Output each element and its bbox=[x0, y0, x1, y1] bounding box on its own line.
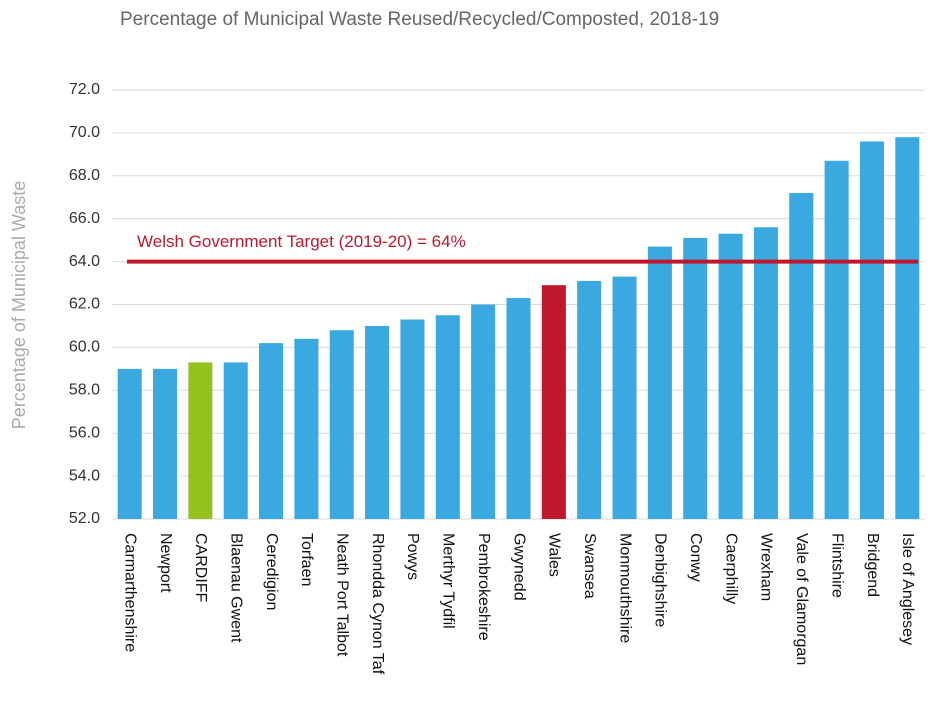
bar bbox=[188, 362, 213, 519]
y-tick-label: 72.0 bbox=[69, 81, 100, 98]
bar bbox=[683, 238, 708, 519]
target-label: Welsh Government Target (2019-20) = 64% bbox=[137, 232, 466, 251]
y-axis-label: Percentage of Municipal Waste bbox=[9, 181, 29, 429]
x-tick-label: Ceredigion bbox=[263, 533, 280, 610]
x-tick-label: Carmarthenshire bbox=[121, 533, 138, 652]
bar bbox=[506, 298, 531, 519]
y-tick-label: 62.0 bbox=[69, 296, 100, 313]
chart-title: Percentage of Municipal Waste Reused/Rec… bbox=[120, 9, 719, 30]
y-tick-label: 70.0 bbox=[69, 124, 100, 141]
x-tick-label: Torfaen bbox=[298, 533, 315, 586]
bar bbox=[117, 368, 142, 519]
x-tick-label: CARDIFF bbox=[192, 533, 209, 603]
bar bbox=[824, 160, 849, 519]
y-tick-label: 58.0 bbox=[69, 382, 100, 399]
y-tick-label: 64.0 bbox=[69, 253, 100, 270]
y-tick-label: 60.0 bbox=[69, 339, 100, 356]
x-tick-label: Pembrokeshire bbox=[475, 533, 492, 641]
y-tick-label: 68.0 bbox=[69, 167, 100, 184]
bar bbox=[435, 315, 460, 519]
y-tick-label: 56.0 bbox=[69, 424, 100, 441]
x-tick-label: Isle of Anglesey bbox=[899, 533, 916, 645]
y-tick-label: 52.0 bbox=[69, 510, 100, 527]
bar bbox=[294, 338, 319, 519]
bar bbox=[223, 362, 248, 519]
bar bbox=[541, 285, 566, 519]
bar bbox=[153, 368, 178, 519]
bar bbox=[647, 246, 672, 519]
x-tick-label: Neath Port Talbot bbox=[334, 533, 351, 657]
y-tick-label: 66.0 bbox=[69, 210, 100, 227]
x-tick-label: Blaenau Gwent bbox=[227, 533, 244, 643]
x-tick-label: Caerphilly bbox=[722, 533, 739, 604]
bar bbox=[859, 141, 884, 520]
bar bbox=[612, 276, 637, 519]
x-tick-label: Powys bbox=[404, 533, 421, 580]
x-tick-label: Conwy bbox=[687, 533, 704, 582]
x-tick-label: Gwynedd bbox=[510, 533, 527, 601]
bar bbox=[259, 343, 284, 519]
bar bbox=[753, 227, 778, 519]
x-tick-label: Rhondda Cynon Taf bbox=[369, 533, 386, 675]
x-tick-label: Monmouthshire bbox=[616, 533, 633, 643]
x-tick-label: Wales bbox=[546, 533, 563, 577]
x-tick-label: Newport bbox=[157, 533, 174, 593]
x-tick-label: Wrexham bbox=[758, 533, 775, 601]
bar bbox=[895, 137, 920, 519]
bar bbox=[471, 304, 496, 519]
x-tick-label: Denbighshire bbox=[652, 533, 669, 627]
bar bbox=[329, 330, 354, 519]
x-tick-label: Bridgend bbox=[864, 533, 881, 597]
x-tick-label: Flintshire bbox=[828, 533, 845, 598]
x-tick-label: Vale of Glamorgan bbox=[793, 533, 810, 665]
bar bbox=[577, 280, 602, 519]
bar bbox=[789, 192, 814, 519]
bar bbox=[718, 233, 743, 519]
x-tick-label: Merthyr Tydfil bbox=[440, 533, 457, 629]
bar bbox=[400, 319, 425, 519]
bar bbox=[365, 325, 390, 519]
x-tick-label: Swansea bbox=[581, 533, 598, 599]
y-tick-label: 54.0 bbox=[69, 467, 100, 484]
